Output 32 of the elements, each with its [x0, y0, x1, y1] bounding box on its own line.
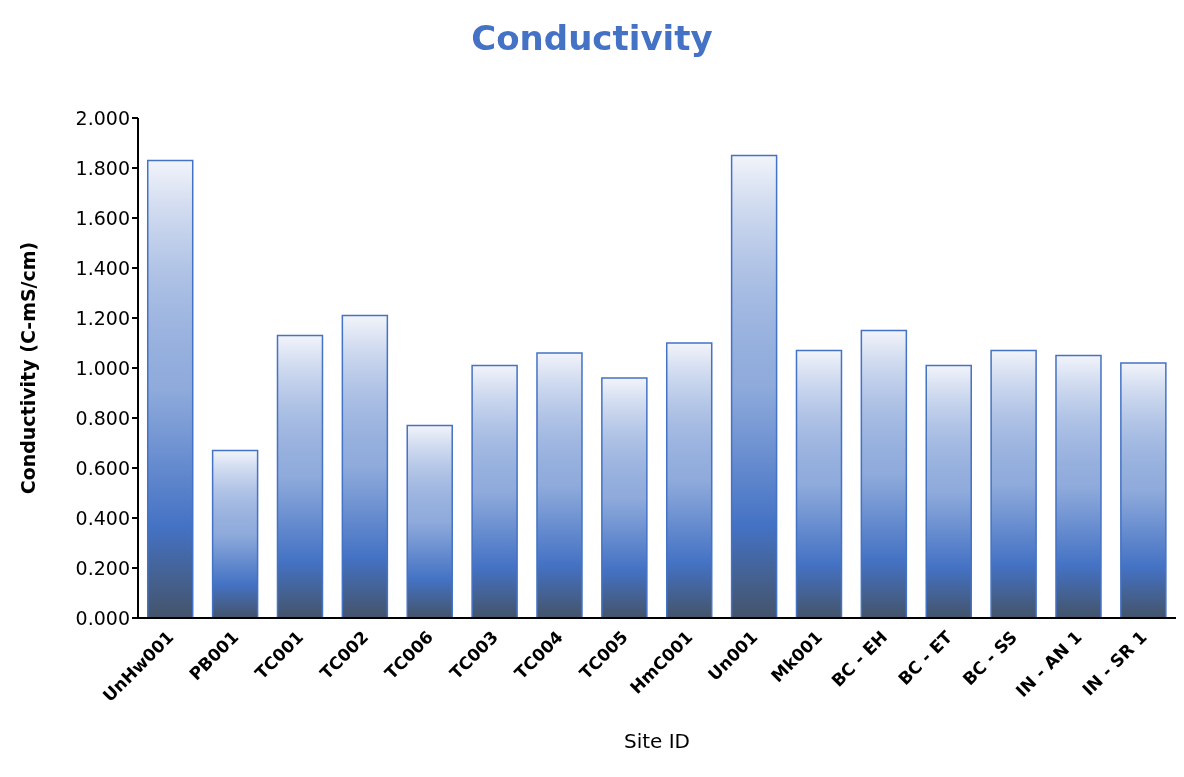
x-tick-label: BC - ET — [894, 626, 957, 689]
bar — [276, 334, 324, 618]
bar — [146, 159, 194, 618]
bar — [211, 449, 259, 618]
y-tick-label: 0.800 — [75, 406, 130, 429]
bar — [536, 352, 583, 618]
y-axis-title: Conductivity (C-mS/cm) — [16, 241, 39, 495]
bar — [925, 364, 972, 618]
bar — [1120, 362, 1167, 618]
y-tick-label: 1.000 — [75, 356, 130, 379]
y-tick-label: 0.600 — [75, 456, 130, 479]
y-tick-label: 2.000 — [75, 106, 130, 129]
x-axis-title: Site ID — [623, 729, 691, 753]
bar — [341, 314, 389, 618]
bar — [1055, 354, 1102, 618]
y-tick-label: 1.200 — [75, 306, 130, 329]
y-tick-label: 1.600 — [75, 206, 130, 229]
bar — [601, 377, 648, 618]
bar — [665, 342, 713, 618]
bar — [990, 349, 1037, 618]
y-tick-label: 1.400 — [75, 256, 130, 279]
bar — [406, 424, 453, 618]
y-tick-label: 1.800 — [75, 156, 130, 179]
bar — [471, 364, 518, 618]
x-tick-label: BC - EH — [827, 626, 892, 691]
y-tick-label: 0.200 — [75, 556, 130, 579]
y-tick-label: 0.400 — [75, 506, 130, 529]
bar — [730, 154, 778, 618]
y-tick-label: 0.000 — [75, 606, 130, 629]
bar — [795, 349, 843, 618]
chart-title: Conductivity — [470, 17, 714, 60]
bar — [860, 329, 908, 618]
